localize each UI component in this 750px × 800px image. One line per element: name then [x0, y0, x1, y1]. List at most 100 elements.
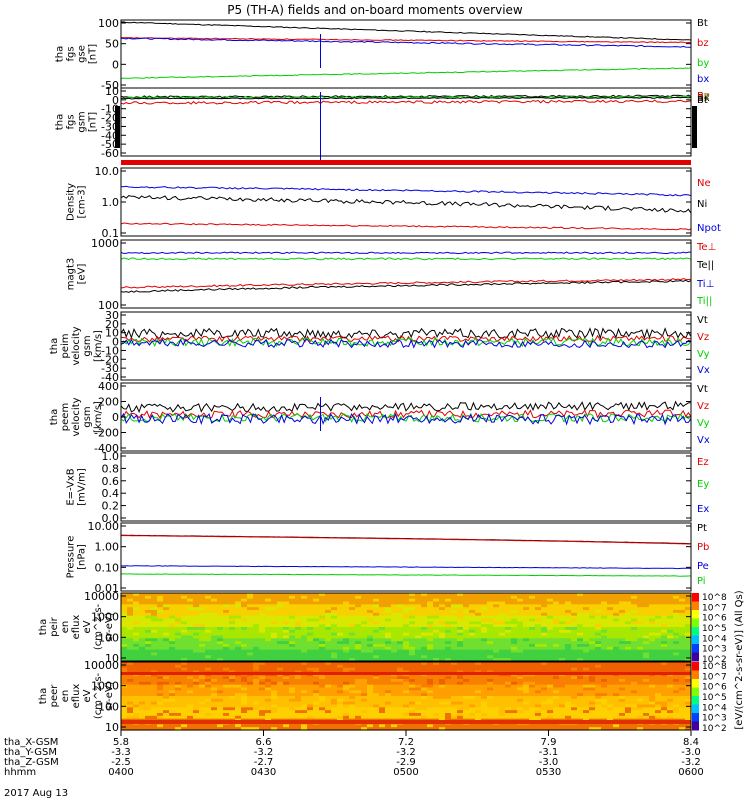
- heatmap-cell: [295, 713, 302, 717]
- heatmap-cell: [535, 610, 542, 614]
- heatmap-cell: [301, 621, 308, 625]
- heatmap-cell: [247, 684, 254, 689]
- heatmap-cell: [667, 627, 674, 631]
- heatmap-cell: [193, 652, 200, 656]
- heatmap-cell: [547, 727, 554, 731]
- heatmap-cell: [265, 621, 272, 625]
- heatmap-cell: [421, 627, 428, 631]
- heatmap-cell: [259, 655, 266, 659]
- heatmap-cell: [415, 704, 422, 708]
- heatmap-cell: [589, 629, 596, 634]
- heatmap-cell: [277, 710, 284, 714]
- heatmap-cell: [487, 595, 494, 600]
- heatmap-cell: [589, 635, 596, 639]
- heatmap-cell: [253, 601, 260, 605]
- heatmap-cell: [343, 641, 350, 645]
- heatmap-cell: [283, 662, 290, 666]
- heatmap-cell: [205, 607, 212, 611]
- heatmap-cell: [181, 604, 188, 608]
- heatmap-cell: [625, 618, 632, 622]
- heatmap-cell: [439, 649, 446, 654]
- heatmap-cell: [283, 601, 290, 605]
- heatmap-cell: [205, 713, 212, 717]
- heatmap-cell: [229, 595, 236, 600]
- panel-frame: [120, 452, 692, 522]
- heatmap-cell: [313, 662, 320, 666]
- heatmap-cell: [415, 641, 422, 645]
- heatmap-cell: [679, 627, 686, 631]
- heatmap-cell: [385, 693, 392, 697]
- heatmap-cell: [589, 655, 596, 659]
- heatmap-cell: [223, 610, 230, 614]
- heatmap-cell: [277, 641, 284, 645]
- heatmap-cell: [625, 610, 632, 614]
- heatmap-cell: [193, 676, 200, 680]
- heatmap-cell: [349, 690, 356, 694]
- heatmap-cell: [301, 627, 308, 631]
- heatmap-cell: [679, 610, 686, 614]
- heatmap-cell: [331, 641, 338, 645]
- heatmap-cell: [121, 690, 128, 694]
- heatmap-cell: [571, 684, 578, 689]
- heatmap-cell: [193, 679, 200, 683]
- heatmap-cell: [655, 649, 662, 654]
- heatmap-cell: [451, 624, 458, 628]
- heatmap-cell: [241, 612, 248, 617]
- heatmap-cell: [499, 635, 506, 639]
- heatmap-cell: [421, 696, 428, 700]
- heatmap-cell: [277, 632, 284, 637]
- heatmap-cell: [319, 693, 326, 697]
- heatmap-cell: [343, 649, 350, 654]
- heatmap-cell: [127, 704, 134, 708]
- heatmap-cell: [151, 701, 158, 706]
- heatmap-cell: [613, 658, 620, 662]
- heatmap-cell: [133, 632, 140, 637]
- heatmap-cell: [331, 593, 338, 597]
- heatmap-cell: [595, 612, 602, 617]
- heatmap-cell: [601, 701, 608, 706]
- heatmap-cell: [175, 632, 182, 637]
- heatmap-cell: [619, 607, 626, 611]
- heatmap-cell: [283, 658, 290, 662]
- heatmap-cell: [481, 687, 488, 691]
- heatmap-cell: [139, 676, 146, 680]
- heatmap-cell: [397, 679, 404, 683]
- heatmap-cell: [637, 679, 644, 683]
- heatmap-cell: [397, 698, 404, 703]
- heatmap-cell: [151, 676, 158, 680]
- heatmap-cell: [121, 707, 128, 711]
- heatmap-cell: [133, 664, 140, 669]
- heatmap-cell: [139, 629, 146, 634]
- heatmap-cell: [421, 607, 428, 611]
- heatmap-cell: [421, 662, 428, 666]
- heatmap-cell: [253, 681, 260, 686]
- heatmap-cell: [583, 641, 590, 645]
- heatmap-cell: [631, 627, 638, 631]
- heatmap-cell: [529, 715, 536, 720]
- heatmap-cell: [253, 724, 260, 728]
- heatmap-cell: [601, 638, 608, 642]
- heatmap-cell: [139, 698, 146, 703]
- y-tick-label: -400: [94, 442, 119, 455]
- y-tick-label: 0.4: [102, 487, 120, 500]
- heatmap-cell: [481, 644, 488, 648]
- heatmap-cell: [259, 662, 266, 666]
- heatmap-cell: [313, 693, 320, 697]
- heatmap-cell: [481, 727, 488, 731]
- heatmap-cell: [127, 604, 134, 608]
- heatmap-cell: [391, 658, 398, 662]
- heatmap-cell: [445, 696, 452, 700]
- heatmap-cell: [235, 684, 242, 689]
- heatmap-cell: [271, 690, 278, 694]
- heatmap-cell: [145, 681, 152, 686]
- heatmap-cell: [175, 713, 182, 717]
- heatmap-cell: [529, 604, 536, 608]
- heatmap-cell: [319, 676, 326, 680]
- heatmap-cell: [673, 710, 680, 714]
- heatmap-cell: [391, 698, 398, 703]
- heatmap-cell: [175, 655, 182, 659]
- heatmap-cell: [565, 618, 572, 622]
- heatmap-cell: [553, 652, 560, 656]
- heatmap-cell: [373, 593, 380, 597]
